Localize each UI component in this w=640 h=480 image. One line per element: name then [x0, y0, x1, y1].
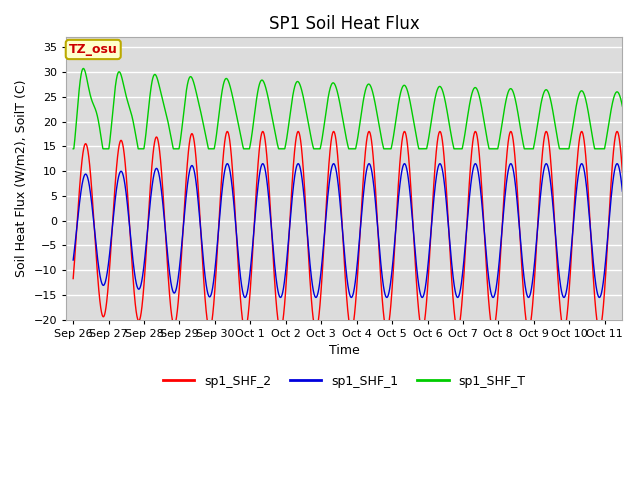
Text: TZ_osu: TZ_osu — [69, 43, 118, 56]
Title: SP1 Soil Heat Flux: SP1 Soil Heat Flux — [269, 15, 420, 33]
X-axis label: Time: Time — [329, 344, 360, 357]
Legend: sp1_SHF_2, sp1_SHF_1, sp1_SHF_T: sp1_SHF_2, sp1_SHF_1, sp1_SHF_T — [158, 370, 531, 393]
Y-axis label: Soil Heat Flux (W/m2), SoilT (C): Soil Heat Flux (W/m2), SoilT (C) — [15, 80, 28, 277]
